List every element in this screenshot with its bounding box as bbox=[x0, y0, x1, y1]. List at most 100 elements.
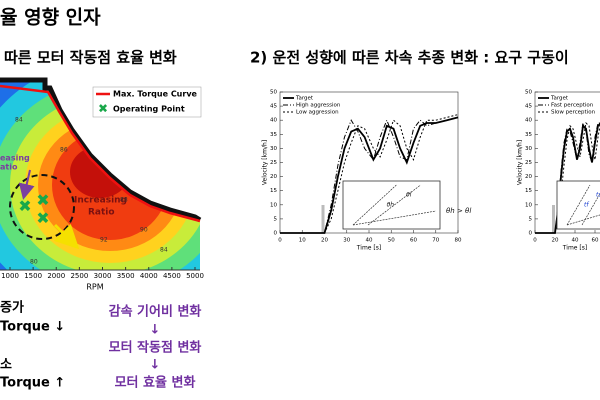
y-tick-label: 15 bbox=[270, 188, 277, 194]
operating-point: ✖ bbox=[36, 191, 49, 210]
x-tick-label: 5000 bbox=[186, 272, 204, 280]
y-tick-label: 25 bbox=[270, 160, 277, 166]
note: Torque ↑ bbox=[0, 376, 65, 391]
y-tick-label: 50 bbox=[525, 90, 532, 96]
y-tick-label: 20 bbox=[270, 174, 277, 180]
annotation: Increasing bbox=[74, 196, 127, 206]
contour-label: 80 bbox=[30, 259, 38, 266]
note: 증가 bbox=[0, 301, 24, 316]
x-tick-label: 3500 bbox=[117, 272, 135, 280]
legend-marker: ✖ bbox=[98, 102, 108, 116]
legend-label: High aggression bbox=[296, 103, 341, 109]
right-heading: 2) 운전 성향에 따른 차속 추종 변화 : 요구 구동이 bbox=[250, 49, 569, 67]
y-tick-label: 40 bbox=[525, 118, 532, 124]
contour-labels: 84 86 88 90 92 84 80 bbox=[15, 117, 168, 266]
operating-points: ✖ ✖ ✖ bbox=[18, 191, 49, 228]
operating-point: ✖ bbox=[18, 197, 31, 216]
x-tick-label: 2500 bbox=[70, 272, 88, 280]
x-tick-label: 4000 bbox=[140, 272, 158, 280]
y-axis-label: Velocity [km/h] bbox=[262, 140, 269, 185]
x-tick-label: 40 bbox=[572, 238, 579, 244]
flow-step: 모터 효율 변화 bbox=[115, 375, 196, 391]
inset bbox=[556, 180, 600, 230]
inset-label: θh > θl bbox=[446, 207, 471, 215]
y-tick-label: 5 bbox=[274, 216, 278, 222]
contour-label: 88 bbox=[120, 197, 128, 204]
flow-arrow: ↓ bbox=[150, 323, 161, 338]
inset-lines bbox=[352, 184, 437, 226]
operating-point: ✖ bbox=[36, 209, 49, 228]
annotation: Ratio bbox=[88, 208, 115, 218]
legend-label: Fast perception bbox=[551, 103, 594, 109]
annotation: easing bbox=[0, 154, 30, 163]
y-tick-label: 0 bbox=[529, 231, 533, 237]
y-tick-label: 10 bbox=[525, 202, 532, 208]
x-tick-label: 70 bbox=[432, 238, 439, 244]
map-legend bbox=[92, 86, 202, 118]
x-axis-label: RPM bbox=[86, 283, 103, 292]
y-tick-label: 50 bbox=[270, 90, 277, 96]
y-tick-label: 35 bbox=[525, 132, 532, 138]
x-tick-label: 80 bbox=[455, 238, 462, 244]
x-tick-label: 60 bbox=[410, 238, 417, 244]
flow: 감속 기어비 변화 ↓ 모터 작동점 변화 ↓ 모터 효율 변화 bbox=[109, 304, 202, 391]
y-tick-label: 15 bbox=[525, 188, 532, 194]
notes: 증가 Torque ↓ 소 Torque ↑ bbox=[0, 301, 65, 391]
flow-step: 감속 기어비 변화 bbox=[109, 304, 202, 320]
x-tick-label: 20 bbox=[321, 238, 328, 244]
inset-label: ts bbox=[596, 192, 600, 199]
x-tick-label: 1500 bbox=[24, 272, 42, 280]
y-tick-label: 10 bbox=[270, 202, 277, 208]
x-axis-label: Time [s] bbox=[562, 245, 587, 252]
legend-label: Operating Point bbox=[113, 105, 185, 114]
x-tick-label: 4500 bbox=[163, 272, 181, 280]
start-band bbox=[321, 205, 325, 233]
flow-step: 모터 작동점 변화 bbox=[109, 340, 202, 356]
x-tick-label: 0 bbox=[533, 238, 537, 244]
x-axis-label: Time [s] bbox=[356, 245, 381, 252]
y-tick-label: 5 bbox=[529, 216, 533, 222]
left-heading: 따른 모터 작동점 효율 변화 bbox=[4, 49, 177, 67]
purple-arrow bbox=[18, 169, 35, 200]
contour-label: 92 bbox=[100, 237, 108, 244]
yellow-arrow bbox=[53, 223, 80, 250]
series-line bbox=[280, 114, 459, 234]
legend-label: Slow perception bbox=[551, 110, 596, 116]
annotation: atio bbox=[0, 163, 18, 172]
legend-label: Low aggression bbox=[296, 110, 339, 116]
start-band bbox=[552, 205, 555, 233]
y-axis-label: Velocity [km/h] bbox=[517, 140, 524, 185]
max-torque-curve bbox=[0, 84, 201, 223]
inset-label: θh bbox=[387, 202, 395, 209]
x-tick-label: 40 bbox=[366, 238, 373, 244]
contour-label: 84 bbox=[15, 117, 23, 124]
note: Torque ↓ bbox=[0, 320, 65, 335]
y-tick-label: 30 bbox=[270, 146, 277, 152]
legend-label: Max. Torque Curve bbox=[113, 90, 198, 99]
contour-label: 86 bbox=[60, 147, 68, 154]
x-tick-label: 10 bbox=[299, 238, 306, 244]
legend-label: Target bbox=[550, 96, 569, 102]
y-tick-label: 0 bbox=[274, 231, 278, 237]
contour-label: 90 bbox=[140, 227, 148, 234]
x-tick-label: 3000 bbox=[94, 272, 112, 280]
y-tick-label: 30 bbox=[525, 146, 532, 152]
x-tick-label: 2000 bbox=[47, 272, 65, 280]
x-tick-label: 20 bbox=[552, 238, 559, 244]
y-tick-label: 25 bbox=[525, 160, 532, 166]
y-tick-label: 40 bbox=[270, 118, 277, 124]
inset-label: tf bbox=[584, 202, 589, 209]
slide-title: 율 영향 인자 bbox=[0, 7, 101, 29]
x-tick-label: 0 bbox=[278, 238, 282, 244]
torque-boundary bbox=[0, 77, 202, 223]
series-line bbox=[280, 116, 459, 234]
x-tick-label: 30 bbox=[343, 238, 350, 244]
y-tick-label: 45 bbox=[525, 104, 532, 110]
x-tick-label: 1000 bbox=[1, 272, 19, 280]
x-tick-label: 50 bbox=[388, 238, 395, 244]
y-tick-label: 35 bbox=[270, 132, 277, 138]
x-tick-label: 60 bbox=[592, 238, 599, 244]
inset-lines bbox=[566, 184, 600, 226]
